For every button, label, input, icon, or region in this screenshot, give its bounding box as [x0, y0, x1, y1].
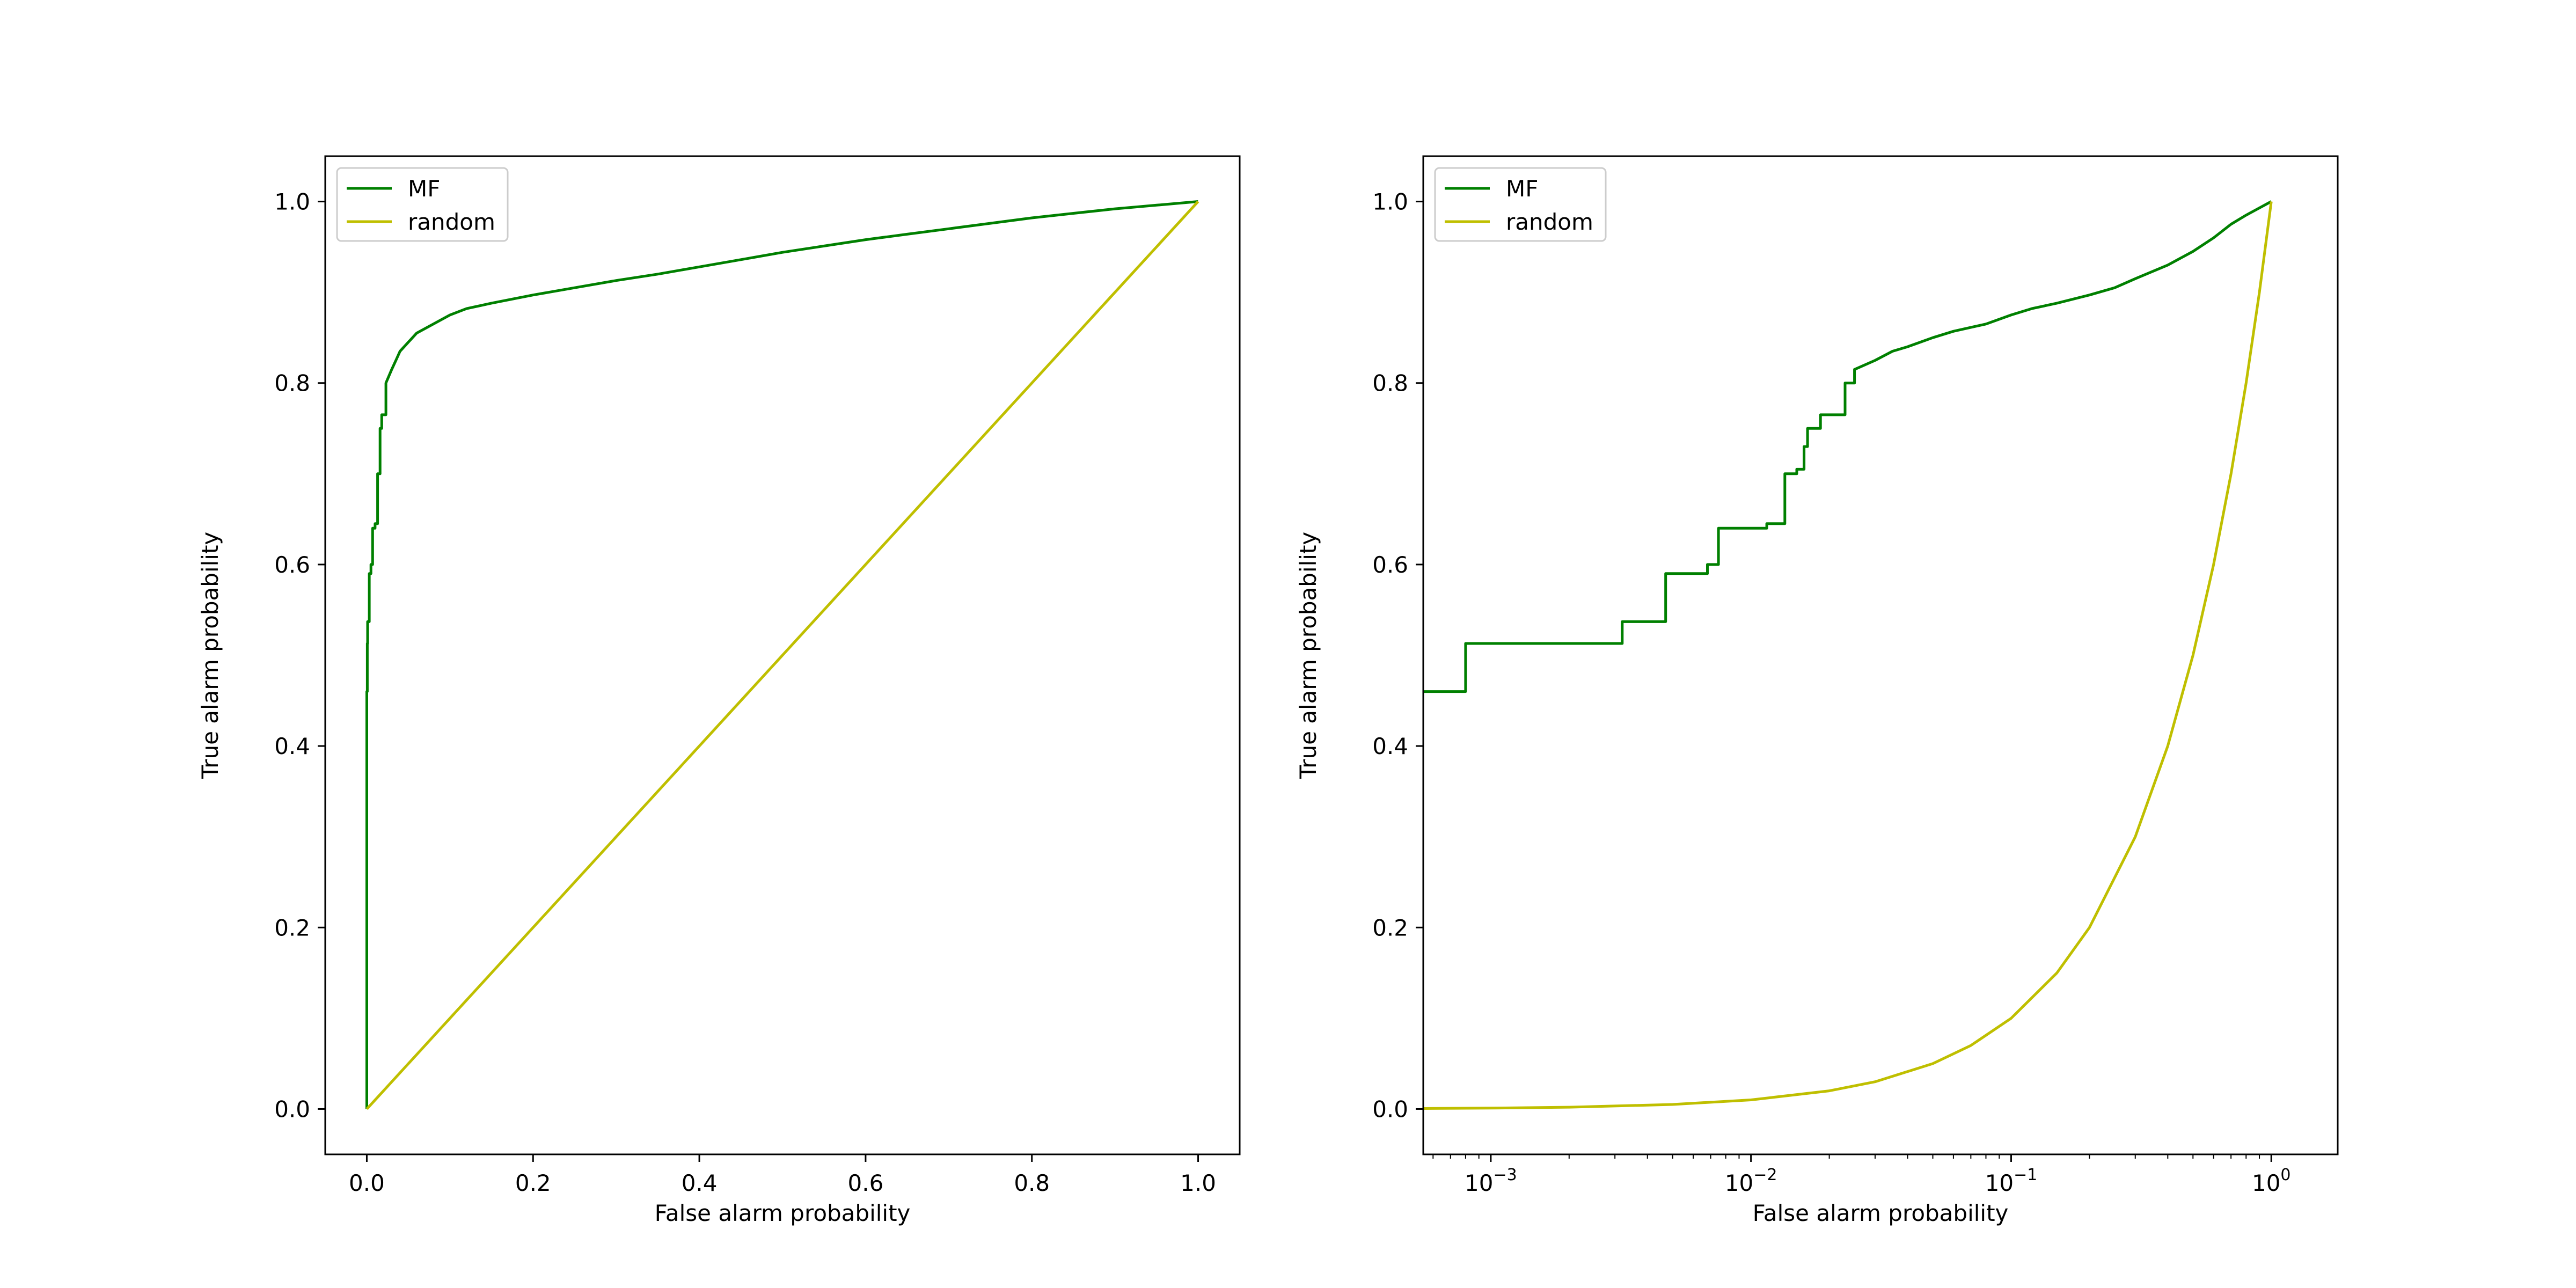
y-axis-label: True alarm probability — [197, 532, 223, 780]
plot-frame — [1422, 155, 2339, 1155]
y-tick-label: 0.2 — [274, 914, 310, 941]
x-tick-label: 0.6 — [848, 1170, 884, 1196]
y-tick-label: 0.8 — [274, 370, 310, 397]
y-tick-label: 0.2 — [1372, 914, 1408, 941]
series-line-mf — [365, 200, 1198, 1109]
legend-entry-label: MF — [1506, 175, 1538, 202]
x-tick-label: 10−2 — [1725, 1166, 1777, 1196]
legend: MF random — [1434, 167, 1607, 242]
y-tick-label: 1.0 — [274, 189, 310, 215]
plot-frame — [324, 155, 1241, 1155]
legend-entry-label: random — [1506, 209, 1593, 235]
x-tick-label: 0.2 — [515, 1170, 551, 1196]
x-tick-label: 0.4 — [682, 1170, 718, 1196]
y-tick-label: 0.6 — [1372, 552, 1408, 578]
legend: MF random — [336, 167, 509, 242]
series-line-random — [365, 200, 1199, 1110]
roc-log-panel: 0.0 0.2 0.4 0.6 0.8 1.0 10−3 10−2 10−1 100 False a… — [1295, 155, 2339, 1226]
x-tick-label: 10−1 — [1985, 1166, 2038, 1196]
y-tick-label: 0.4 — [1372, 733, 1408, 759]
legend-entry-label: MF — [408, 175, 440, 202]
y-axis-label: True alarm probability — [1295, 532, 1321, 780]
x-tick-label: 0.8 — [1014, 1170, 1050, 1196]
x-tick-label: 0.0 — [349, 1170, 385, 1196]
x-tick-label: 1.0 — [1180, 1170, 1216, 1196]
series-line-random — [1423, 201, 2273, 1110]
y-tick-label: 0.8 — [1372, 370, 1408, 397]
roc-linear-panel: 0.0 0.2 0.4 0.6 0.8 1.0 0.0 0.2 0.4 0.6 0.8 1.0 Fals… — [197, 155, 1241, 1226]
x-axis-label: False alarm probability — [1753, 1200, 2009, 1226]
x-tick-label: 100 — [2252, 1166, 2291, 1196]
x-axis-label: False alarm probability — [655, 1200, 911, 1226]
y-tick-label: 0.6 — [274, 552, 310, 578]
y-tick-label: 0.0 — [274, 1096, 310, 1122]
series-line-mf — [1423, 200, 2272, 693]
y-tick-label: 1.0 — [1372, 189, 1408, 215]
x-tick-label: 10−3 — [1465, 1166, 1517, 1196]
y-tick-label: 0.0 — [1372, 1096, 1408, 1122]
legend-entry-label: random — [408, 209, 495, 235]
y-tick-label: 0.4 — [274, 733, 310, 759]
